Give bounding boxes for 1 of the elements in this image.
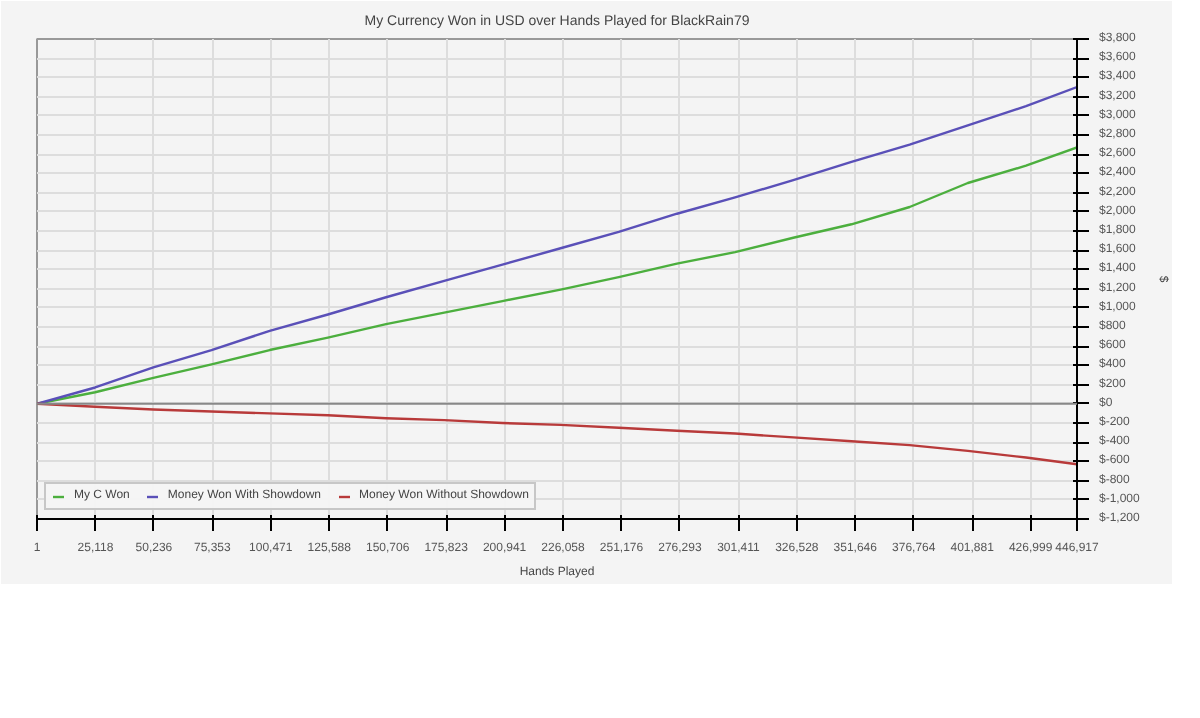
line-series [37,85,1077,405]
